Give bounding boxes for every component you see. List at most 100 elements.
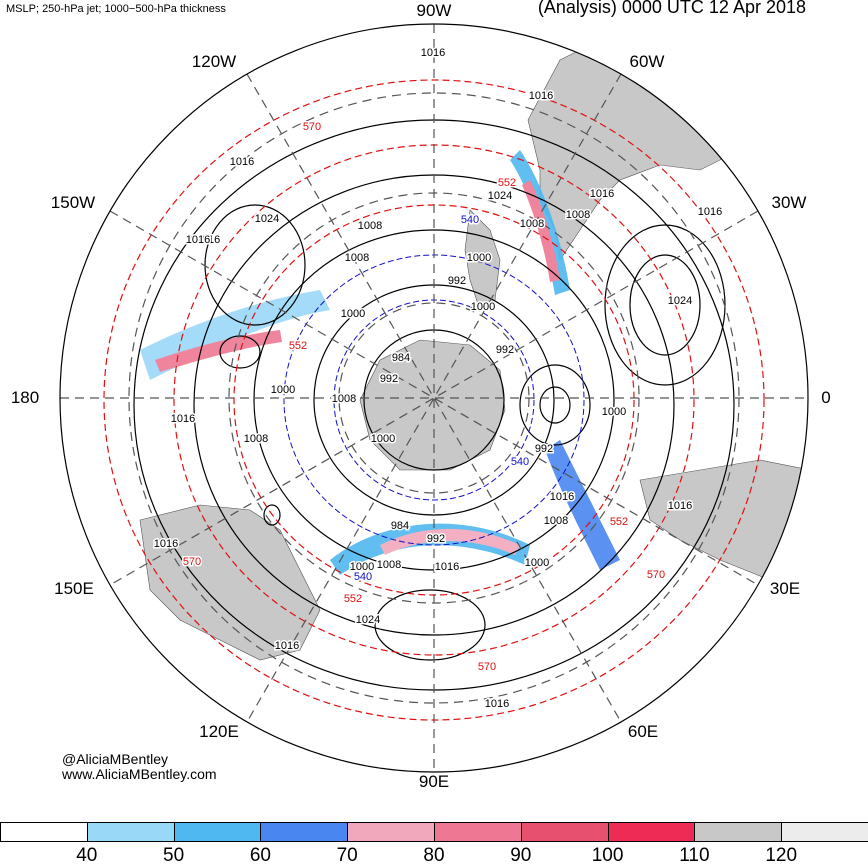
mslp-label: 1008 [244,433,268,445]
mslp-label: 992 [535,443,553,455]
jet-core-west-strong [155,330,282,372]
thickness-label: 552 [344,593,362,605]
thickness-label: 540 [461,214,479,226]
lon-label-150w: 150W [50,193,96,212]
map-subtitle: MSLP; 250-hPa jet; 1000−500-hPa thicknes… [6,3,226,15]
colorbar-tick-label: 60 [249,845,271,866]
lon-label-90w: 90W [416,1,452,20]
land-north-america [464,209,501,311]
lon-label-180: 180 [10,388,40,407]
lon-label-60e: 60E [627,722,659,741]
land-europe [639,459,808,581]
lon-label-120w: 120W [191,52,237,71]
mslp-label: 1016 [668,500,692,512]
thickness-label: 552 [498,177,516,189]
colorbar-tick-label: 40 [76,845,98,866]
colorbar-swatch [694,822,783,842]
map-boundary [59,23,809,773]
mslp-label: 992 [427,533,445,545]
mslp-label: 1008 [332,393,356,405]
thickness-label: 552 [289,340,307,352]
mslp-label: 984 [392,352,410,364]
meridian-120w-60e [246,73,622,723]
mslp-label: 984 [391,520,409,532]
mslp-label: 992 [448,275,466,287]
colorbar-swatch [607,822,696,842]
mslp-label: 1016 [590,188,614,200]
mslp-label: 1000 [371,433,395,445]
mslp-contour-labels: 1016101610161016102410081016102410081000… [152,46,723,712]
mslp-label: 1016 [196,234,220,246]
mslp-label: 992 [380,373,398,385]
mslp-label: 1016 [550,491,574,503]
mslp-label: 992 [496,344,514,356]
map-content: 1016101610161016102410081016102410081000… [60,24,808,772]
thickness-label: 552 [610,516,628,528]
mslp-label: 1000 [350,561,374,573]
mslp-label: 1008 [520,218,544,230]
mslp-label: 1016 [485,698,509,710]
colorbar-tick-label: 80 [423,845,445,866]
thickness-contour-labels: 570 552 540 540 552 570 552 540 570 552 570 [181,120,666,675]
thickness-label: 570 [183,556,201,568]
meridian-60w-120e [246,73,622,723]
mslp-label: 1016 [186,234,210,246]
colorbar-tick-label: 70 [336,845,358,866]
land-arctic [359,339,506,471]
mslp-label: 1016 [698,206,722,218]
map-title: (Analysis) 0000 UTC 12 Apr 2018 [537,0,806,17]
colorbar: 40 50 60 70 80 90 100 110 120 [0,822,868,866]
mslp-label: 1016 [275,640,299,652]
thickness-label: 540 [511,456,529,468]
mslp-label: 1008 [377,559,401,571]
mslp-label: 1008 [345,252,369,264]
colorbar-tick-label: 50 [163,845,185,866]
jet-core-south-strong [380,528,520,555]
colorbar-tick-label: 100 [591,845,624,866]
mslp-label: 1016 [230,156,254,168]
mslp-label: 1016 [435,561,459,573]
mslp-label: 1024 [356,614,380,626]
mslp-label: 1000 [271,384,295,396]
mslp-label: 1008 [566,209,590,221]
lon-label-0: 0 [821,388,831,407]
mslp-low-west [219,335,261,369]
mslp-low-east [539,386,571,424]
colorbar-swatch [86,822,175,842]
mslp-label: 1024 [255,213,279,225]
mslp-label: 1000 [602,406,626,418]
colorbar-swatch [347,822,435,842]
lon-label-60w: 60W [629,52,665,71]
mslp-label: 1008 [544,515,568,527]
mslp-label: 1000 [467,252,491,264]
colorbar-swatch [173,822,262,842]
mslp-low-east [519,364,591,446]
lon-label-150e: 150E [54,579,94,598]
mslp-label: 1008 [358,220,382,232]
mslp-high-east [604,224,726,386]
colorbar-swatch [0,822,88,842]
credit-handle: @AliciaMBentley [62,751,169,767]
mslp-label: 1016 [154,538,178,550]
land-areas [139,39,808,661]
thickness-label: 570 [647,569,665,581]
land-asia [139,504,321,661]
land-greenland [527,39,741,261]
mslp-high-west [204,204,306,326]
credits: @AliciaMBentley www.AliciaMBentley.com [62,752,217,782]
meridian-30w-150e [109,210,759,586]
mslp-high-east [629,254,701,356]
lon-label-30w: 30W [771,193,807,212]
mslp-label: 1024 [488,190,512,202]
colorbar-swatch [434,822,522,842]
lon-label-90e: 90E [418,772,450,791]
colorbar-swatch [781,822,868,842]
thickness-label: 570 [303,121,321,133]
mslp-label: 1016 [171,413,195,425]
colorbar-tick-label: 90 [510,845,532,866]
lon-label-120e: 120E [199,722,239,741]
graticule [60,24,808,772]
mslp-label: 1000 [341,308,365,320]
mslp-label: 1024 [668,295,692,307]
thickness-label: 570 [478,661,496,673]
